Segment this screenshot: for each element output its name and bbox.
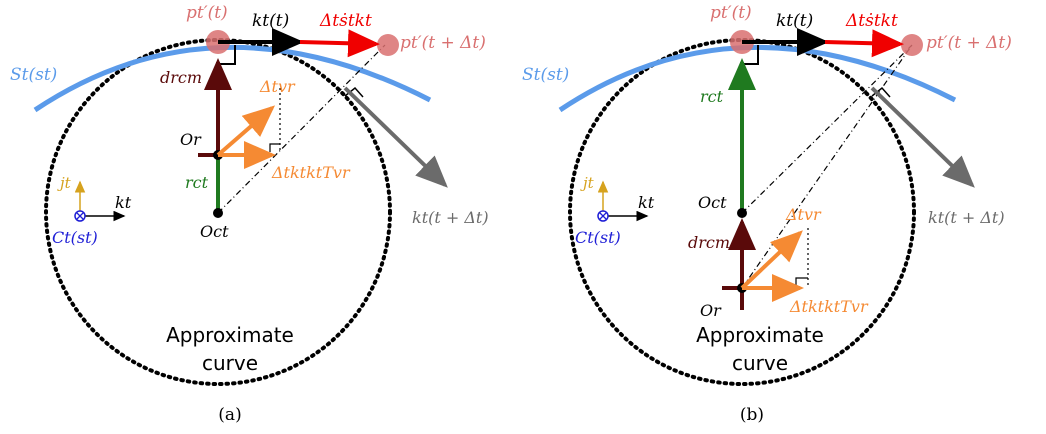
frame-c-label: Ct(st) [575, 228, 621, 247]
point-pt-next [901, 34, 923, 56]
curve-label-line-1: Approximate [166, 323, 294, 347]
curve-label-line-2: curve [732, 351, 788, 375]
rc-label: rct [185, 173, 209, 192]
panel-b: St(st) pt′(t) pt′(t + Δt) kt(t) Δtṡtkt k… [522, 3, 1012, 425]
caption: (a) [218, 405, 241, 425]
frame-j-label: jt [57, 174, 72, 192]
point-pt-next [377, 34, 399, 56]
dashdot-line-1 [217, 44, 386, 214]
oc-point [213, 208, 223, 218]
surface-curve [33, 44, 432, 113]
delta-vector [299, 29, 380, 58]
tangent-next-vector [343, 86, 448, 188]
surface-label: St(st) [10, 65, 57, 85]
tangent-next-label: kt(t + Δt) [928, 208, 1005, 227]
tangent-next-label: kt(t + Δt) [412, 208, 489, 227]
tangent-next-vector [870, 86, 975, 188]
caption: (b) [740, 405, 764, 425]
panel-a: St(st) pt′(t) pt′(t + Δt) kt(t) Δtṡtkt [10, 3, 489, 425]
point-label: pt′(t) [186, 3, 228, 23]
delta-label: Δtṡtkt [319, 11, 372, 31]
tangent-label: kt(t) [252, 11, 289, 31]
approximate-curve-circle [44, 38, 392, 386]
frame-origin-cross [599, 212, 607, 220]
frame-j-label: jt [580, 174, 595, 192]
curve-label-line-1: Approximate [696, 323, 824, 347]
frame-k-label: kt [115, 193, 132, 212]
drcm-label: drcm [160, 68, 202, 87]
dv-vector [740, 230, 803, 290]
proj-label: ΔtktktTvr [271, 163, 351, 182]
delta-vector [824, 29, 904, 58]
surface-label: St(st) [522, 65, 569, 85]
or-label: Or [180, 130, 202, 149]
or-label: Or [700, 301, 722, 320]
curve-label-line-2: curve [202, 351, 258, 375]
frame-k-label: kt [638, 193, 655, 212]
dv-label: Δtvr [785, 205, 822, 224]
frame-origin-cross [76, 212, 84, 220]
dashdot-line-2 [741, 44, 913, 289]
right-angle-marker [269, 143, 280, 152]
tangent-label: kt(t) [776, 11, 813, 31]
drcm-label: drcm [688, 233, 730, 252]
oc-label: Oct [698, 193, 727, 212]
dv-vector [216, 105, 276, 157]
dv-label: Δtvr [259, 77, 296, 96]
oc-point [737, 208, 747, 218]
proj-label: ΔtktktTvr [789, 297, 869, 316]
right-angle-marker [795, 277, 808, 286]
oc-label: Oct [200, 222, 229, 241]
delta-label: Δtṡtkt [845, 11, 898, 31]
frame-c-label: Ct(st) [52, 228, 98, 247]
dashdot-line-1 [741, 44, 913, 214]
point-next-label: pt′(t + Δt) [926, 33, 1012, 53]
rc-label: rct [700, 87, 724, 106]
approximate-curve-circle [568, 38, 916, 386]
point-label: pt′(t) [710, 3, 752, 23]
point-next-label: pt′(t + Δt) [400, 33, 486, 53]
